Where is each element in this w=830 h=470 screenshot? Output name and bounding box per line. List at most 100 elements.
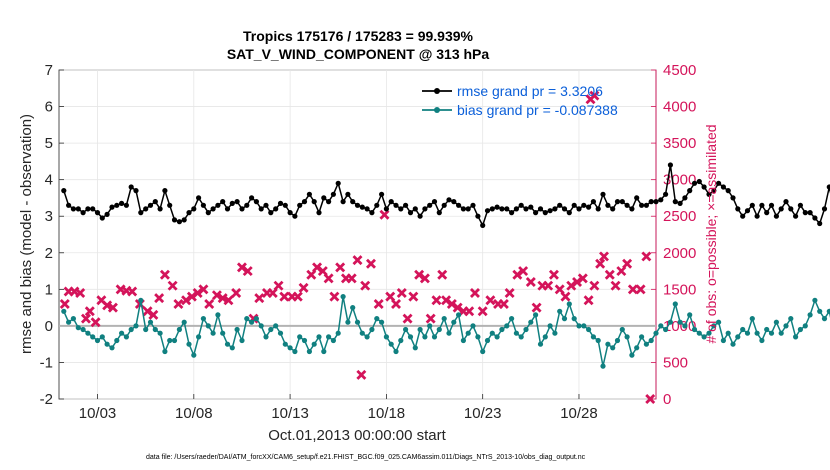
- obs-marker: [414, 269, 425, 280]
- rmse-point: [330, 191, 336, 197]
- rmse-point: [306, 191, 312, 197]
- obs-marker: [365, 258, 376, 269]
- rmse-point: [345, 191, 351, 197]
- rmse-point: [465, 206, 471, 212]
- bias-point: [287, 345, 293, 351]
- rmse-point: [215, 202, 221, 208]
- rmse-point: [590, 199, 597, 205]
- obs-marker: [485, 295, 496, 306]
- bias-point: [407, 334, 414, 340]
- bias-point: [282, 341, 288, 347]
- x-axis-label: Oct.01,2013 00:00:00 start: [268, 427, 446, 444]
- y-axis-label-left: rmse and bias (model - observation): [18, 114, 35, 354]
- rmse-point: [667, 162, 674, 168]
- y-tick-label-left: 4: [45, 172, 53, 189]
- bias-point: [460, 337, 466, 344]
- obs-marker: [504, 287, 515, 298]
- rmse-point: [383, 206, 389, 212]
- obs-marker: [641, 251, 652, 262]
- bias-point: [590, 334, 597, 340]
- bias-point: [75, 325, 81, 331]
- bias-point: [70, 316, 76, 322]
- bias-point: [749, 316, 755, 322]
- rmse-point: [706, 191, 712, 197]
- obs-marker: [441, 295, 452, 306]
- bias-point: [196, 334, 202, 340]
- bias-point: [446, 330, 452, 336]
- rmse-point: [249, 195, 255, 201]
- obs-marker: [452, 302, 463, 313]
- obs-marker: [159, 269, 170, 280]
- rmse-point: [162, 188, 168, 194]
- bias-point: [773, 319, 780, 325]
- bias-point: [268, 326, 274, 333]
- bias-point: [152, 326, 158, 333]
- bias-point: [735, 334, 741, 340]
- bias-point: [436, 326, 442, 333]
- bias-point: [191, 352, 197, 358]
- bias-point: [533, 312, 539, 318]
- bias-point: [513, 330, 520, 336]
- bias-point: [768, 330, 775, 336]
- rmse-point: [407, 210, 414, 216]
- rmse-point: [403, 202, 409, 208]
- y-tick-label-left: 5: [45, 135, 53, 152]
- bias-point: [80, 326, 86, 333]
- bias-point: [417, 326, 423, 333]
- bias-point: [561, 316, 568, 322]
- rmse-point: [523, 206, 529, 212]
- bias-point: [427, 323, 433, 329]
- y-tick-label-right: 1500: [663, 281, 696, 298]
- bias-point: [465, 330, 471, 336]
- rmse-point: [586, 204, 592, 210]
- rmse-point: [181, 217, 187, 223]
- obs-marker: [391, 298, 402, 309]
- legend: rmse grand pr = 3.3206 bias grand pr = -…: [422, 83, 618, 118]
- bias-point: [696, 330, 702, 336]
- rmse-point: [61, 188, 67, 194]
- bias-point: [393, 348, 399, 355]
- x-tick-label: 10/23: [464, 405, 502, 422]
- rmse-point: [605, 202, 611, 208]
- rmse-point: [793, 213, 799, 219]
- obs-marker: [142, 306, 153, 317]
- rmse-point: [441, 202, 447, 208]
- rmse-point: [354, 202, 361, 208]
- obs-marker: [627, 284, 638, 295]
- y-tick-label-left: -2: [40, 391, 53, 408]
- rmse-point: [643, 202, 650, 208]
- bias-point: [301, 337, 308, 344]
- bias-point: [239, 337, 245, 344]
- y-tick-label-right: 4500: [663, 62, 696, 79]
- rmse-point: [778, 206, 784, 212]
- bias-point: [94, 337, 101, 344]
- y-tick-label-left: 0: [45, 318, 53, 335]
- legend-bias-label: bias grand pr = -0.087388: [457, 102, 618, 118]
- bias-point: [802, 323, 808, 329]
- obs-marker: [560, 291, 571, 302]
- obs-marker: [512, 269, 523, 280]
- bias-point: [379, 319, 385, 325]
- obs-marker: [645, 394, 656, 404]
- bias-point: [215, 312, 221, 318]
- bias-point: [759, 337, 765, 344]
- bias-point: [181, 319, 187, 325]
- obs-marker: [198, 284, 209, 295]
- rmse-point: [220, 199, 226, 205]
- rmse-point: [566, 210, 572, 216]
- obs-marker: [148, 309, 159, 320]
- bias-point: [364, 334, 370, 340]
- obs-marker: [90, 317, 101, 328]
- bias-point: [321, 348, 327, 355]
- obs-marker: [577, 273, 588, 284]
- rmse-point: [499, 206, 505, 212]
- rmse-point: [80, 210, 86, 216]
- rmse-point: [470, 202, 476, 208]
- bias-point: [403, 326, 409, 333]
- rmse-point: [480, 222, 486, 228]
- rmse-point: [451, 199, 457, 205]
- bias-point: [557, 308, 563, 314]
- bias-point: [244, 316, 250, 322]
